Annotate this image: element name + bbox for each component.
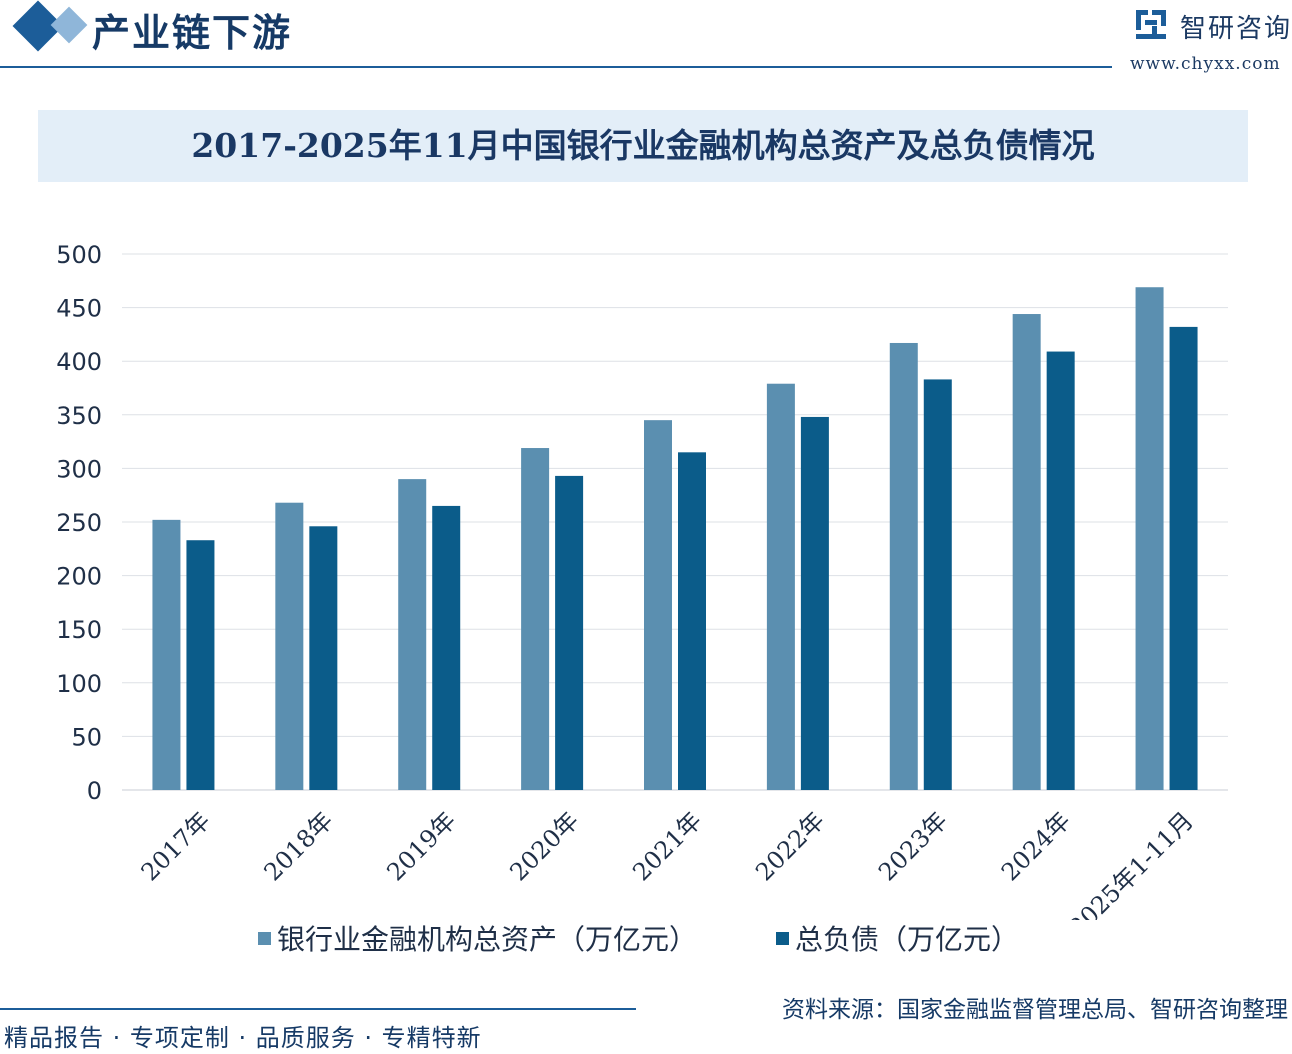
x-tick-label: 2024年 xyxy=(996,806,1076,886)
y-tick-label: 500 xyxy=(56,241,102,269)
bar xyxy=(800,416,829,790)
bar xyxy=(889,342,918,790)
bar xyxy=(1135,287,1164,790)
x-tick-label: 2023年 xyxy=(873,806,953,886)
chart-legend: 银行业金融机构总资产（万亿元） 总负债（万亿元） xyxy=(0,918,1292,958)
y-tick-label: 100 xyxy=(56,670,102,698)
header-divider xyxy=(0,66,1112,68)
x-tick-label: 2017年 xyxy=(136,806,216,886)
y-tick-label: 350 xyxy=(56,402,102,430)
x-tick-label: 2025年1-11月 xyxy=(1064,806,1199,920)
legend-item: 总负债（万亿元） xyxy=(776,918,1019,958)
y-tick-label: 250 xyxy=(56,509,102,537)
legend-item: 银行业金融机构总资产（万亿元） xyxy=(258,918,697,958)
chart-title: 2017-2025年11月中国银行业金融机构总资产及总负债情况 xyxy=(191,126,1095,165)
x-tick-label: 2019年 xyxy=(382,806,462,886)
bar xyxy=(275,502,304,790)
bar xyxy=(923,379,952,790)
bar xyxy=(555,475,584,790)
legend-swatch xyxy=(776,931,789,945)
bar xyxy=(1046,351,1075,790)
bar xyxy=(678,452,706,790)
bar xyxy=(186,540,215,790)
y-tick-label: 0 xyxy=(87,777,102,805)
bar-chart: 0 50 100 150 200 250 300 350 400 450 500 2017年 2018年… xyxy=(56,241,1228,920)
bar xyxy=(766,383,795,790)
legend-swatch xyxy=(258,931,271,945)
brand-url[interactable]: www.chyxx.com xyxy=(1130,54,1281,74)
brand-logo-icon xyxy=(1136,10,1166,39)
y-tick-label: 400 xyxy=(56,348,102,376)
bar xyxy=(644,420,672,790)
y-tick-label: 200 xyxy=(56,563,102,591)
chart-title-band: 2017-2025年11月中国银行业金融机构总资产及总负债情况 xyxy=(38,110,1248,182)
y-tick-label: 450 xyxy=(56,295,102,323)
bar xyxy=(1012,314,1041,790)
bar xyxy=(309,526,338,790)
x-tick-label: 2022年 xyxy=(750,806,830,886)
source-note: 资料来源：国家金融监督管理总局、智研咨询整理 xyxy=(782,997,1288,1023)
x-tick-label: 2021年 xyxy=(627,806,707,886)
bar xyxy=(1169,326,1198,790)
bar xyxy=(152,519,181,790)
y-tick-label: 150 xyxy=(56,616,102,644)
y-tick-label: 50 xyxy=(71,723,102,751)
footer-divider xyxy=(0,1008,636,1010)
bar xyxy=(398,479,427,790)
x-tick-label: 2020年 xyxy=(504,806,584,886)
x-tick-label: 2018年 xyxy=(259,806,339,886)
brand-name: 智研咨询 xyxy=(1180,14,1292,44)
bar xyxy=(521,448,550,790)
footer-slogan: 精品报告 · 专项定制 · 品质服务 · 专精特新 xyxy=(4,1024,482,1052)
bar xyxy=(432,505,461,790)
legend-label: 总负债（万亿元） xyxy=(795,923,1020,956)
y-tick-label: 300 xyxy=(56,455,102,483)
section-title: 产业链下游 xyxy=(92,10,293,55)
page-header: 产业链下游 智研咨询 www.chyxx.com xyxy=(0,0,1292,74)
diamond-accent-icon xyxy=(50,6,88,44)
legend-label: 银行业金融机构总资产（万亿元） xyxy=(277,923,698,956)
